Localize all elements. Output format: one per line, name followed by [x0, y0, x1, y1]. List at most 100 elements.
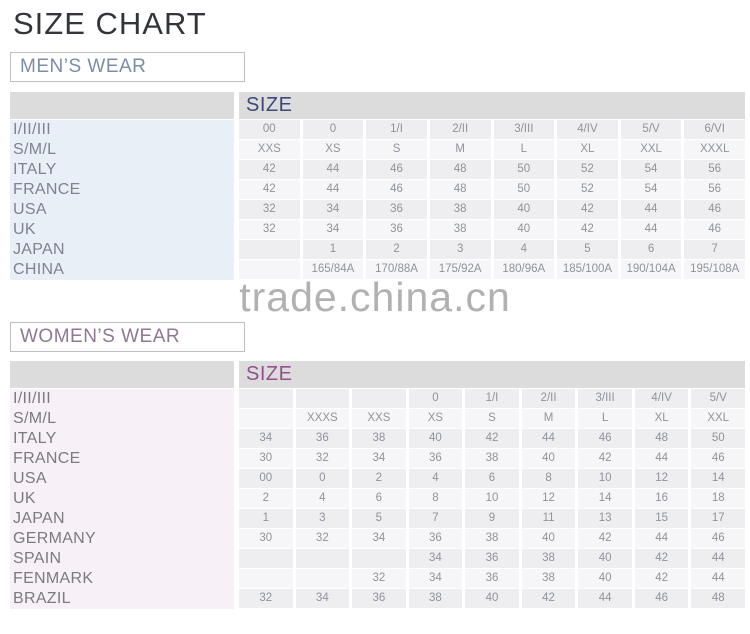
table-cell: 46 [684, 200, 745, 219]
table-cell: 34 [408, 549, 463, 568]
table-cell: 180/96A [493, 260, 555, 279]
grid-wrap: 0 1/I 2/II 3/III 4/IV 5/V XXXS XXS XS S M L XL XXL 34 3… [239, 389, 745, 609]
womens-wear-section-label: WOMEN’S WEAR [10, 322, 245, 352]
row-label: S/M/L [13, 141, 57, 158]
table-cell: 40 [465, 589, 519, 608]
table-cell: 165/84A [302, 260, 364, 279]
table-cell [239, 569, 293, 588]
table-cell: 3 [295, 509, 350, 528]
table-cell: 9 [465, 509, 519, 528]
table-cell: 44 [691, 569, 745, 588]
table-cell: 1 [239, 509, 293, 528]
table-cell: 32 [239, 220, 300, 239]
table-cell: 7 [408, 509, 463, 528]
table-cell: 0 [408, 389, 463, 408]
mens-wear-section-label: MEN’S WEAR [10, 52, 245, 82]
row-label: FRANCE [13, 450, 81, 467]
row-label: USA [13, 470, 47, 487]
table-cell: 36 [366, 220, 427, 239]
row-label: JAPAN [13, 510, 65, 527]
table-cell: 5 [557, 240, 618, 259]
table-cell: M [521, 409, 576, 428]
table-cell: 5/V [691, 389, 745, 408]
mens-wear-text: MEN’S WEAR [20, 56, 147, 77]
table-cell: 8 [408, 489, 463, 508]
table-cell [295, 389, 350, 408]
size-header-cell: SIZE [239, 361, 745, 388]
table-cell [295, 549, 350, 568]
table-cell: 36 [408, 449, 463, 468]
page-title: SIZE CHART [13, 6, 207, 41]
table-cell [352, 549, 406, 568]
table-cell: 4/IV [557, 120, 618, 139]
table-cell: 2 [366, 240, 427, 259]
grid-wrap: 00 0 1/I 2/II 3/III 4/IV 5/V 6/VI XXS XS S M L XL XXL X… [239, 120, 745, 280]
table-header-row: SIZE [10, 361, 745, 388]
table-cell: 44 [578, 589, 632, 608]
table-cell: 44 [620, 200, 682, 219]
table-cell: 42 [557, 220, 618, 239]
table-cell: 34 [352, 529, 406, 548]
table-cell: 16 [634, 489, 689, 508]
table-cell: S [465, 409, 519, 428]
table-cell: 48 [691, 589, 745, 608]
table-cell: 42 [578, 529, 632, 548]
header-gap [234, 92, 239, 119]
table-cell: 175/92A [429, 260, 491, 279]
row-label: ITALY [13, 430, 57, 447]
table-cell: 0 [302, 120, 364, 139]
table-cell: 48 [429, 160, 491, 179]
womens-wear-text: WOMEN’S WEAR [20, 326, 181, 347]
table-cell: 38 [465, 449, 519, 468]
row-label: BRAZIL [13, 590, 71, 607]
table-cell: 46 [366, 160, 427, 179]
table-cell: 40 [521, 449, 576, 468]
table-cell: 36 [295, 429, 350, 448]
row-label: GERMANY [13, 530, 96, 547]
table-cell: 42 [239, 160, 300, 179]
table-cell: 46 [578, 429, 632, 448]
table-cell: 10 [465, 489, 519, 508]
table-cell: 36 [465, 569, 519, 588]
table-cell: 34 [302, 220, 364, 239]
table-cell: 7 [684, 240, 745, 259]
table-cell [295, 569, 350, 588]
table-cell: 34 [352, 449, 406, 468]
table-cell: 32 [239, 200, 300, 219]
table-cell: 42 [521, 589, 576, 608]
table-cell: 15 [634, 509, 689, 528]
table-cell: 14 [578, 489, 632, 508]
table-cell: 12 [521, 489, 576, 508]
table-cell: 50 [493, 180, 555, 199]
row-label: I/II/III [13, 390, 51, 407]
table-cell: 32 [295, 449, 350, 468]
table-cell: 8 [521, 469, 576, 488]
table-cell: 17 [691, 509, 745, 528]
table-body: I/II/III S/M/L ITALY FRANCE USA UK JAPAN GERMAN… [10, 389, 745, 609]
table-cell: 34 [408, 569, 463, 588]
table-cell: XXS [239, 140, 300, 159]
table-cell: 44 [302, 160, 364, 179]
table-cell [239, 409, 293, 428]
table-cell: 4 [408, 469, 463, 488]
table-cell: 42 [634, 569, 689, 588]
table-cell: 4 [493, 240, 555, 259]
table-cell: 4/IV [634, 389, 689, 408]
table-cell: 32 [239, 589, 293, 608]
row-label: USA [13, 201, 47, 218]
womens-size-table: SIZE I/II/III S/M/L ITALY FRANCE USA UK JAPAN G… [10, 361, 745, 609]
table-cell [239, 240, 300, 259]
table-cell: 00 [239, 469, 293, 488]
table-cell: 36 [366, 200, 427, 219]
row-label: S/M/L [13, 410, 57, 427]
table-cell: 38 [521, 569, 576, 588]
table-cell: 3/III [578, 389, 632, 408]
table-cell: 44 [691, 549, 745, 568]
table-cell: 44 [634, 449, 689, 468]
table-cell: 190/104A [620, 260, 682, 279]
table-cell: 30 [239, 529, 293, 548]
table-cell: 40 [578, 549, 632, 568]
table-cell: 4 [295, 489, 350, 508]
table-header-row: SIZE [10, 92, 745, 119]
